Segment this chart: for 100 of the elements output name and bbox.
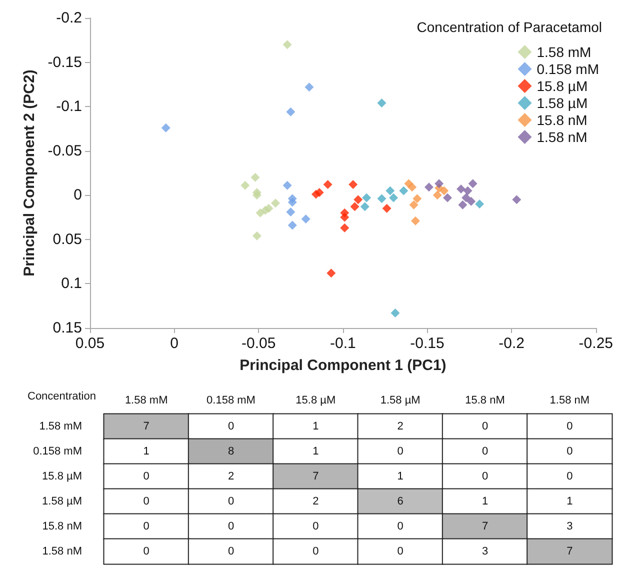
point (362, 193, 372, 202)
data-label: 8 (228, 446, 234, 458)
data-label: 0 (482, 446, 488, 458)
data-label: 0 (566, 446, 573, 458)
data-label: 3 (482, 546, 488, 558)
point (260, 206, 270, 215)
y-tick-label: 1.58 µM (42, 496, 82, 508)
point (410, 216, 420, 226)
point (409, 200, 418, 210)
point (288, 220, 297, 230)
data-label: 0 (482, 420, 488, 432)
legend-label: 1.58 mM (536, 44, 592, 60)
point (256, 208, 265, 218)
y-tick-label: 1.58 mM (39, 420, 82, 432)
point (408, 182, 417, 192)
data-label: 0 (482, 470, 488, 482)
y-tick-label: 1.58 nM (42, 546, 82, 558)
point (466, 196, 476, 206)
point (350, 202, 360, 212)
data-label: 7 (312, 470, 319, 482)
x-tick-label: -0.2 (498, 335, 525, 352)
x-tick-label: 1.58 nM (550, 394, 590, 406)
legend-title: Concentration of Paracetamol (416, 19, 602, 35)
x-axis-title: Principal Component 1 (PC1) (240, 357, 446, 374)
point (440, 186, 449, 196)
data-label: 0 (566, 470, 573, 482)
point (389, 193, 398, 202)
x-tick-label: 1.58 µM (380, 394, 420, 406)
data-label: 7 (143, 420, 150, 432)
data-label: 0 (143, 520, 150, 532)
data-label: 0 (312, 546, 319, 558)
data-label: 0 (397, 520, 404, 532)
y-tick-label: 0.1 (61, 275, 82, 292)
point (340, 223, 350, 232)
y-tick-label: -0.1 (56, 98, 82, 116)
y-tick-label: -0.15 (48, 54, 82, 71)
y-tick-label: 0.158 mM (33, 446, 82, 458)
y-tick-label: -0.05 (48, 142, 82, 160)
legend-label: 1.58 nM (536, 129, 588, 145)
data-label: 0 (397, 546, 404, 558)
point (250, 172, 260, 182)
point (424, 182, 434, 192)
point (161, 123, 170, 132)
point (456, 184, 466, 194)
point (240, 180, 250, 190)
point (304, 82, 314, 92)
point (412, 194, 422, 204)
data-label: 2 (312, 496, 319, 508)
x-tick-label: -0.25 (578, 335, 614, 352)
point (282, 180, 292, 190)
data-label: 2 (397, 420, 404, 432)
point (462, 193, 471, 202)
x-tick-label: -0.1 (330, 335, 356, 352)
point (468, 179, 478, 188)
data-label: 0 (312, 520, 319, 532)
data-label: 0 (228, 520, 234, 532)
legend-label: 15.8 µM (536, 78, 588, 94)
data-label: 0 (566, 420, 573, 432)
point (432, 190, 442, 200)
point (286, 207, 296, 216)
x-tick-label: 15.8 µM (296, 394, 336, 406)
y-tick-label: 0.05 (52, 230, 82, 248)
point (434, 179, 444, 188)
point (314, 188, 324, 197)
point (354, 195, 363, 204)
x-tick-label: -0.05 (242, 335, 276, 352)
data-label: 0 (143, 496, 150, 508)
y-tick-label: 15.8 µM (42, 470, 82, 482)
point (377, 194, 386, 204)
point (475, 200, 484, 208)
x-tick-label: 1.58 mM (124, 394, 168, 406)
data-label: 0 (228, 420, 234, 432)
x-tick-label: 0.158 mM (206, 394, 256, 406)
point (377, 98, 386, 108)
data-label: 1 (143, 446, 150, 458)
data-label: 1 (312, 420, 319, 432)
point (348, 180, 358, 190)
point (512, 195, 522, 204)
point (252, 190, 262, 200)
data-label: 6 (397, 496, 404, 508)
y-axis-title: Concentration (28, 390, 96, 402)
data-label: 0 (143, 546, 150, 558)
y-tick-label: -0.2 (56, 10, 82, 26)
data-label: 1 (312, 446, 319, 458)
point (282, 40, 292, 50)
legend-label: 0.158 mM (536, 61, 599, 77)
data-label: 0 (397, 446, 404, 458)
x-tick-label: 0 (170, 335, 178, 352)
data-label: 1 (397, 470, 404, 482)
point (340, 212, 350, 222)
point (390, 308, 400, 318)
data-label: 1 (482, 496, 488, 508)
data-label: 3 (566, 520, 573, 532)
y-tick-label: 0.15 (52, 320, 82, 336)
legend-label: 15.8 nM (536, 112, 588, 128)
x-tick-label: 0.05 (75, 335, 105, 352)
point (301, 214, 310, 224)
data-label: 0 (143, 470, 150, 482)
y-tick-label: 15.8 nM (42, 520, 82, 532)
point (252, 231, 262, 240)
